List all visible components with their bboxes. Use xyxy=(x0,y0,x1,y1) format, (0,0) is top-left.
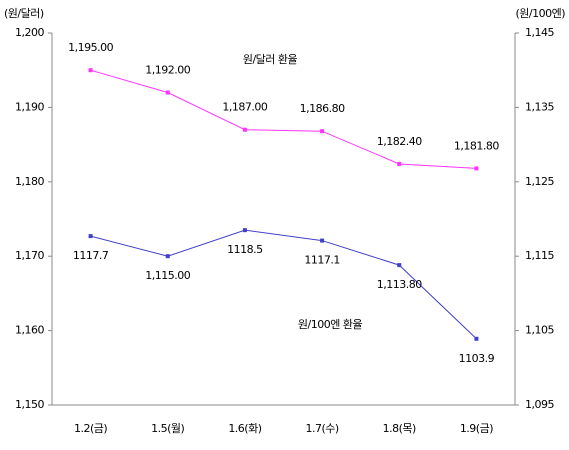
y2-tick-label: 1,135 xyxy=(525,100,554,113)
value-label: 1,113.80 xyxy=(377,278,422,291)
point xyxy=(397,263,402,268)
point xyxy=(88,68,93,73)
y-tick-label: 1,180 xyxy=(15,175,44,188)
y-tick-label: 1,150 xyxy=(15,398,44,411)
value-label: 1,192.00 xyxy=(145,64,190,77)
series-line xyxy=(90,229,477,340)
y2-tick-label: 1,095 xyxy=(525,398,554,411)
y2-tick-label: 1,145 xyxy=(525,26,554,39)
y-axis-label: (원/달러) xyxy=(4,7,44,20)
x-tick-label: 1.6(화) xyxy=(228,422,261,435)
value-label: 1,187.00 xyxy=(222,101,267,114)
value-label: 1,181.80 xyxy=(454,139,499,152)
value-label: 1,182.40 xyxy=(377,135,422,148)
y-tick-label: 1,170 xyxy=(15,249,44,262)
x-tick-label: 1.8(목) xyxy=(383,422,416,435)
x-tick-label: 1.7(수) xyxy=(305,422,338,435)
annotation: 원/달러 환율 xyxy=(243,53,298,66)
point xyxy=(165,90,170,95)
point xyxy=(474,166,479,171)
y-tick-label: 1,190 xyxy=(15,100,44,113)
x-tick-label: 1.9(금) xyxy=(460,422,493,435)
point xyxy=(397,161,402,166)
y-tick-label: 1,200 xyxy=(15,26,44,39)
series-line xyxy=(90,69,477,169)
x-tick-label: 1.5(월) xyxy=(151,422,184,435)
y2-tick-label: 1,105 xyxy=(525,324,554,337)
y2-tick-label: 1,125 xyxy=(525,175,554,188)
point xyxy=(474,336,479,341)
value-label: 1,115.00 xyxy=(145,269,190,282)
value-label: 1103.9 xyxy=(459,352,495,365)
value-label: 1,195.00 xyxy=(68,41,113,54)
value-label: 1118.5 xyxy=(227,243,263,256)
point xyxy=(320,129,325,134)
point xyxy=(242,127,247,132)
y2-tick-label: 1,115 xyxy=(525,249,554,262)
value-label: 1117.1 xyxy=(304,254,340,267)
point xyxy=(242,228,247,233)
annotation: 원/100엔 환율 xyxy=(298,318,363,331)
y2-axis-label: (원/100엔) xyxy=(515,7,565,20)
point xyxy=(165,254,170,259)
point xyxy=(320,238,325,243)
point xyxy=(88,234,93,239)
y-tick-label: 1,160 xyxy=(15,324,44,337)
value-label: 1,186.80 xyxy=(300,102,345,115)
value-label: 1117.7 xyxy=(73,249,109,262)
x-tick-label: 1.2(금) xyxy=(74,422,107,435)
